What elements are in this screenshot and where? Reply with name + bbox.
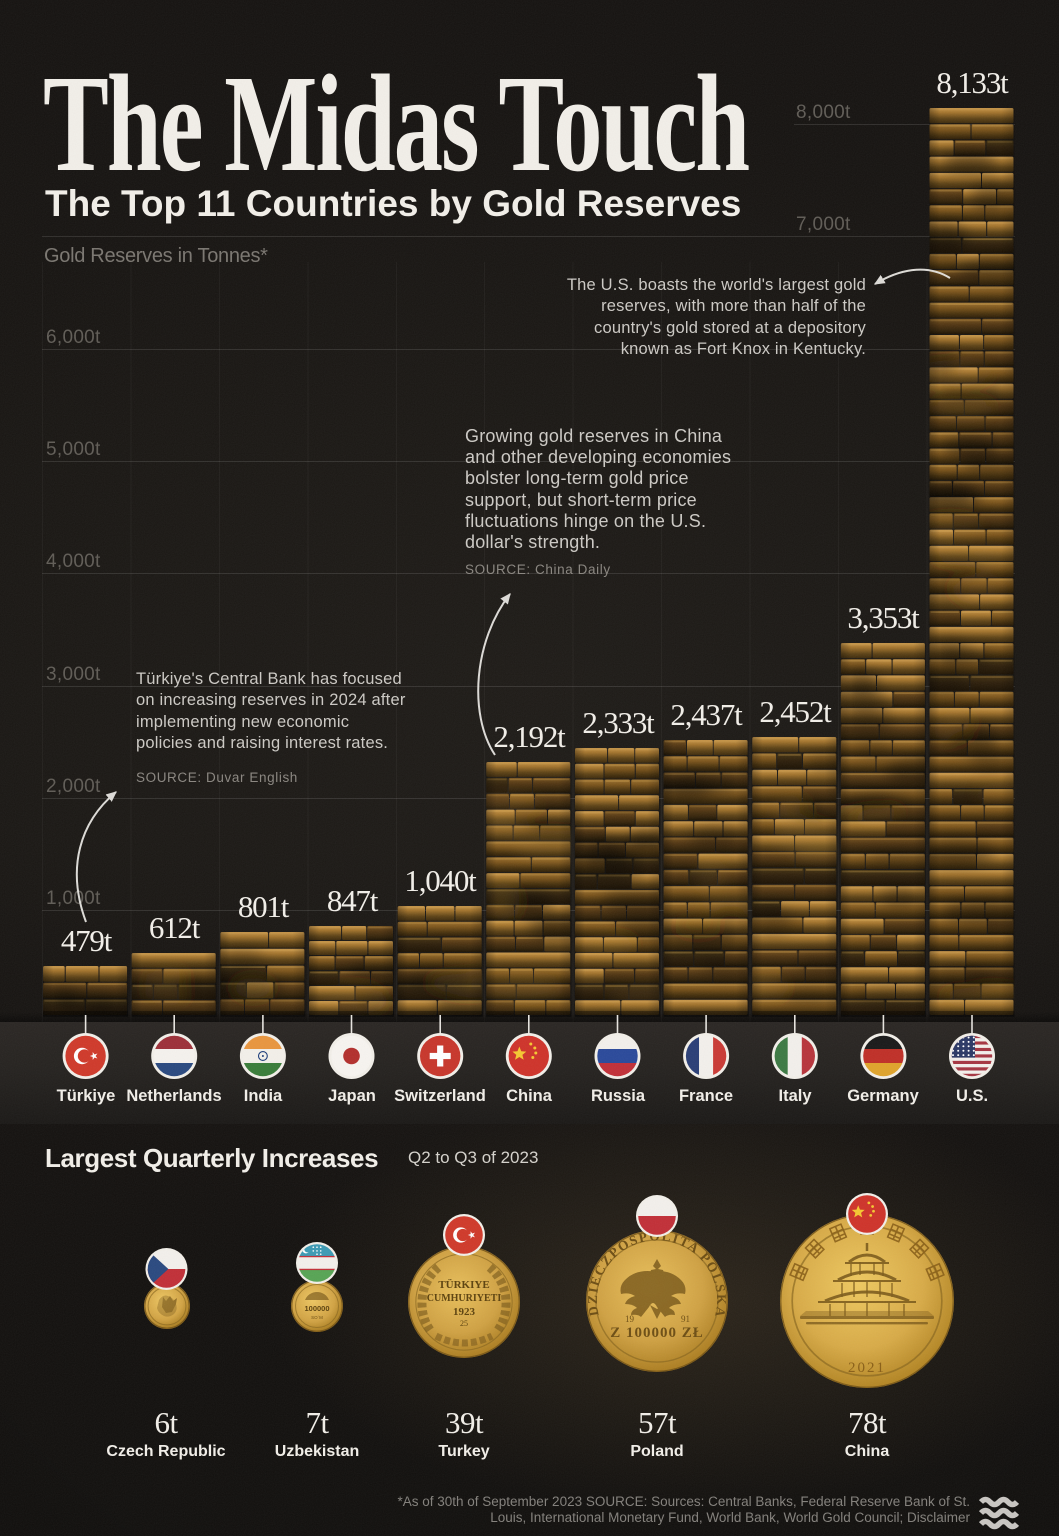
svg-text:91: 91: [681, 1314, 690, 1324]
svg-text:100000: 100000: [304, 1304, 329, 1313]
svg-text:SO`M: SO`M: [311, 1315, 323, 1320]
svg-text:1923: 1923: [453, 1306, 476, 1318]
svg-text:TÜRKIYE: TÜRKIYE: [438, 1278, 489, 1291]
svg-text:19: 19: [625, 1314, 635, 1324]
svg-text:25: 25: [460, 1319, 468, 1328]
svg-text:Z 100000 ZŁ: Z 100000 ZŁ: [610, 1325, 704, 1341]
svg-text:2021: 2021: [848, 1360, 886, 1376]
svg-text:CUMHURIYETI: CUMHURIYETI: [427, 1293, 502, 1304]
